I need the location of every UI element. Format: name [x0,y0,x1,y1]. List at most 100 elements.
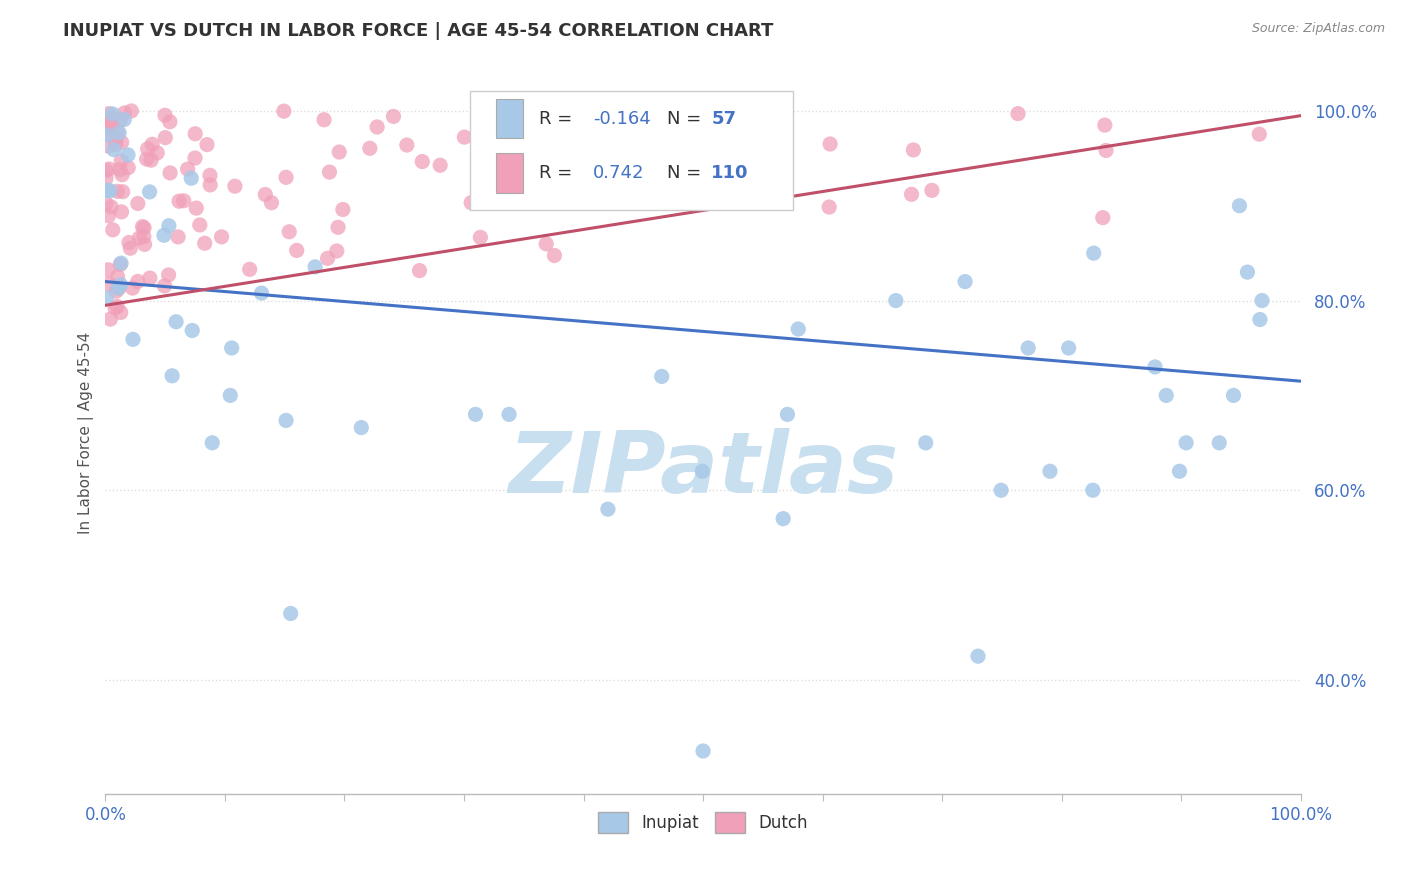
Point [118,235,141,250]
Point [332,202,354,217]
Point [181,323,204,337]
Point [1095,144,1118,158]
Point [900,187,922,202]
Point [186,201,208,215]
Point [250,286,273,301]
Point [146,145,169,160]
Point [692,464,714,478]
Point [111,185,134,199]
Point [818,200,841,214]
Point [1249,127,1271,141]
Point [224,179,246,194]
Point [121,281,143,295]
Point [98,277,121,291]
Point [139,271,162,285]
Text: ZIPatlas: ZIPatlas [508,428,898,511]
Point [1168,464,1191,478]
FancyBboxPatch shape [496,153,523,193]
Point [138,185,160,199]
Point [97,106,120,120]
Point [104,301,127,315]
Point [110,154,132,169]
Point [411,154,433,169]
Point [96,128,118,143]
Point [967,649,990,664]
Point [101,107,124,121]
Point [326,244,349,258]
Point [131,219,153,234]
Point [110,305,132,319]
Point [173,194,195,208]
Point [94,196,117,211]
Point [141,137,163,152]
Point [128,231,150,245]
Point [464,408,486,422]
Point [153,228,176,243]
Point [120,241,142,255]
Point [498,408,520,422]
Point [651,369,673,384]
Point [105,131,128,145]
Point [1081,483,1104,498]
Point [328,145,350,159]
Point [1091,211,1114,225]
Point [110,258,132,272]
Point [132,229,155,244]
Point [884,293,907,308]
Point [117,161,139,175]
Point [1143,359,1166,374]
Point [159,166,181,180]
Point [100,200,122,214]
Point [108,112,131,127]
Point [198,178,221,192]
Point [1017,341,1039,355]
Point [1057,341,1080,355]
Point [219,388,242,402]
Point [201,435,224,450]
Point [107,269,129,284]
Point [408,263,430,277]
Point [98,184,121,198]
Point [136,142,159,156]
Point [543,248,565,262]
Point [239,262,262,277]
Point [285,244,308,258]
Point [117,148,139,162]
Point [96,183,118,197]
Point [153,279,176,293]
Point [1251,293,1274,308]
Point [221,341,243,355]
FancyBboxPatch shape [496,98,523,138]
Point [127,275,149,289]
Point [100,118,122,132]
Point [155,130,177,145]
Point [167,230,190,244]
Point [108,126,131,140]
Point [316,252,339,266]
Text: N =: N = [668,110,707,128]
Point [318,165,340,179]
Point [382,110,405,124]
Point [1175,435,1198,450]
Point [914,435,936,450]
Point [470,230,492,244]
Point [108,281,131,295]
Point [153,108,176,122]
Text: 110: 110 [711,164,749,182]
Point [110,205,132,219]
Point [176,162,198,177]
Point [97,139,120,153]
Point [787,322,810,336]
Point [1229,199,1251,213]
Point [184,151,207,165]
Point [326,220,349,235]
Point [312,112,335,127]
Point [101,120,124,134]
Point [97,209,120,223]
Point [157,268,180,282]
Point [776,408,799,422]
Text: 57: 57 [711,110,737,128]
Point [366,120,388,134]
Point [278,225,301,239]
Text: R =: R = [540,164,578,182]
